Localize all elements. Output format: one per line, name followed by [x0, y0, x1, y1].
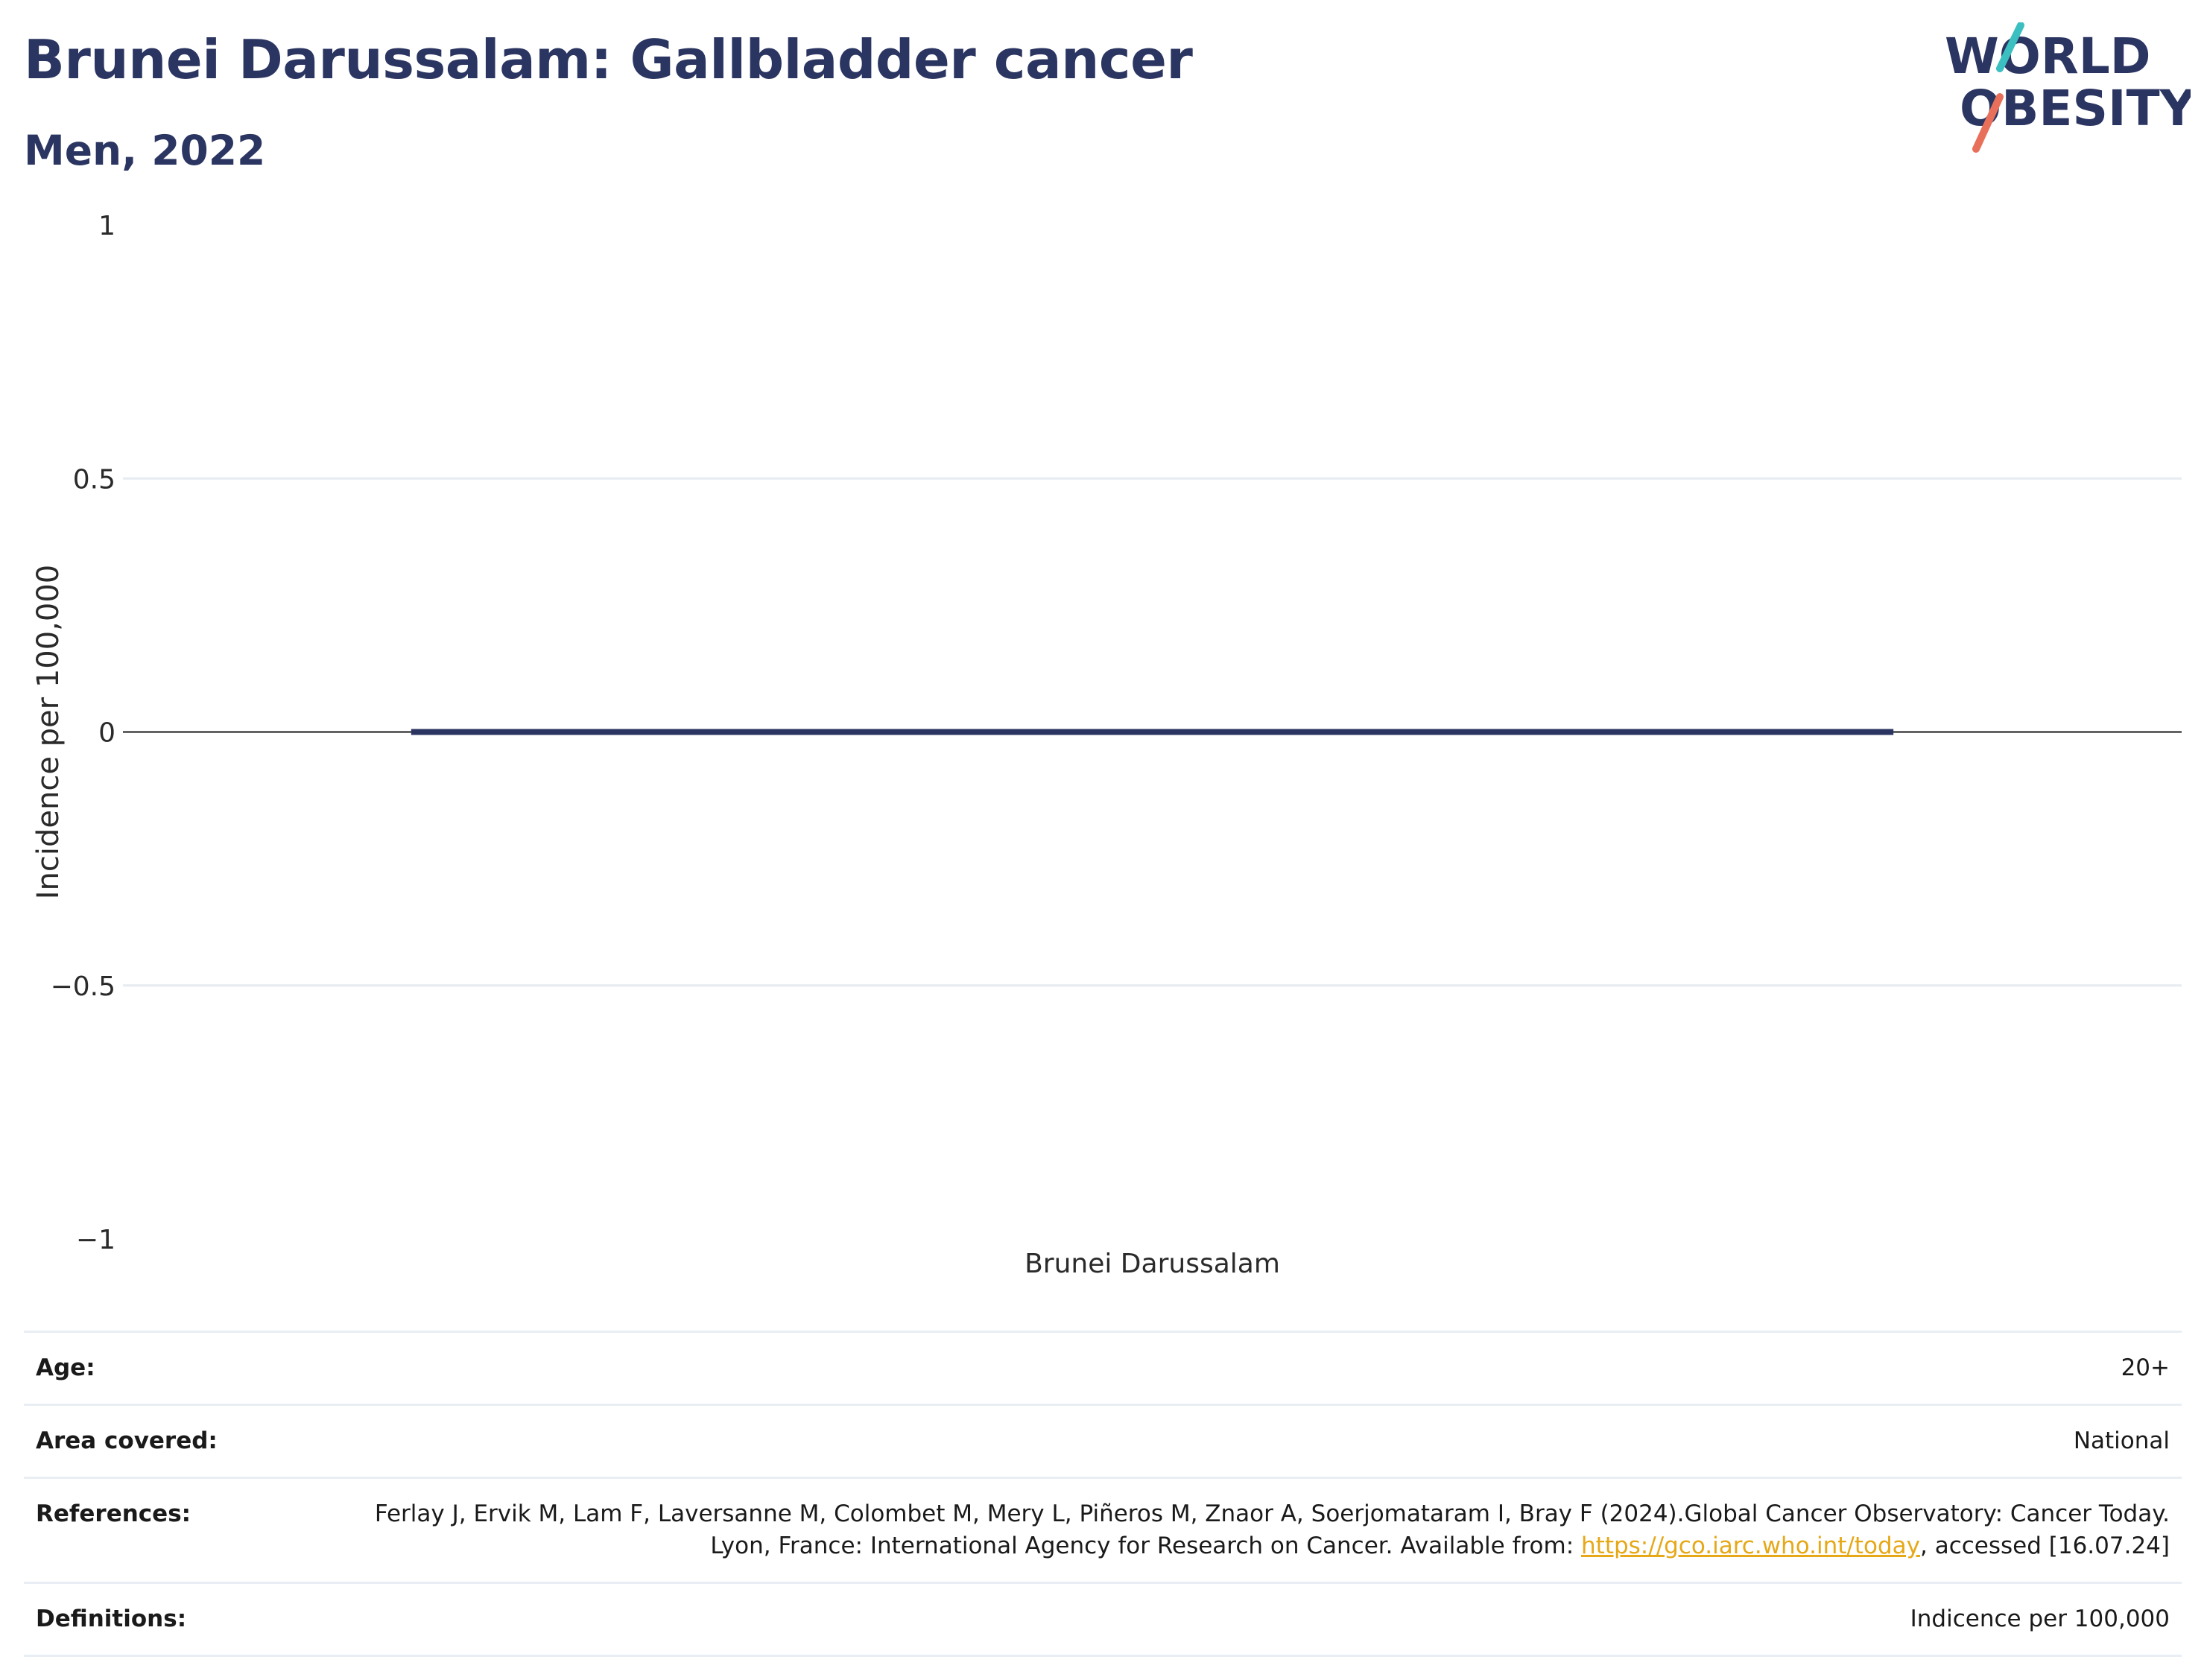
chart-title: Brunei Darussalam: Gallbladder cancer: [24, 28, 1193, 91]
age-label: Age:: [36, 1354, 95, 1381]
bar-chart: 1 0.5 0 −0.5 −1 Brunei Darussalam Incidence …: [31, 211, 2182, 1279]
chart-subtitle: Men, 2022: [24, 127, 266, 174]
y-tick-label: 0: [98, 718, 115, 749]
y-tick-label: 0.5: [73, 464, 115, 495]
references-link[interactable]: https://gco.iarc.who.int/today: [1581, 1532, 1920, 1559]
y-tick-label: −1: [76, 1225, 115, 1255]
y-tick-label: 1: [98, 211, 115, 241]
age-value: 20+: [2121, 1354, 2170, 1381]
y-tick-label: −0.5: [51, 971, 115, 1002]
logo-line1: WORLD: [1945, 28, 2151, 85]
definitions-label: Definitions:: [36, 1605, 187, 1632]
area-label: Area covered:: [36, 1427, 218, 1454]
info-table: Age: 20+ Area covered: National Referenc…: [24, 1331, 2182, 1657]
area-value: National: [2073, 1427, 2170, 1454]
references-label: References:: [36, 1500, 191, 1527]
bar: [411, 729, 1894, 735]
info-row-age: Age: 20+: [24, 1331, 2182, 1405]
info-row-area: Area covered: National: [24, 1404, 2182, 1478]
info-row-references: References: Ferlay J, Ervik M, Lam F, La…: [24, 1477, 2182, 1583]
y-axis-title: Incidence per 100,000: [31, 565, 66, 900]
bars: [411, 729, 1894, 735]
references-value: Ferlay J, Ervik M, Lam F, Laversanne M, …: [361, 1478, 2182, 1583]
y-tick-labels: 1 0.5 0 −0.5 −1: [51, 211, 115, 1255]
logo-slash-bottom: [1972, 93, 2004, 153]
references-accessed: , accessed [16.07.24]: [1919, 1532, 2170, 1559]
x-category-labels: Brunei Darussalam: [1025, 1249, 1280, 1279]
info-row-definitions: Definitions: Indicence per 100,000: [24, 1582, 2182, 1656]
definitions-value: Indicence per 100,000: [1910, 1605, 2170, 1632]
references-text: Ferlay J, Ervik M, Lam F, Laversanne M, …: [374, 1500, 2170, 1559]
x-category-label: Brunei Darussalam: [1025, 1249, 1280, 1279]
world-obesity-logo: WORLD OBESITY: [1945, 22, 2191, 153]
logo-slash-top: [1996, 22, 2024, 72]
